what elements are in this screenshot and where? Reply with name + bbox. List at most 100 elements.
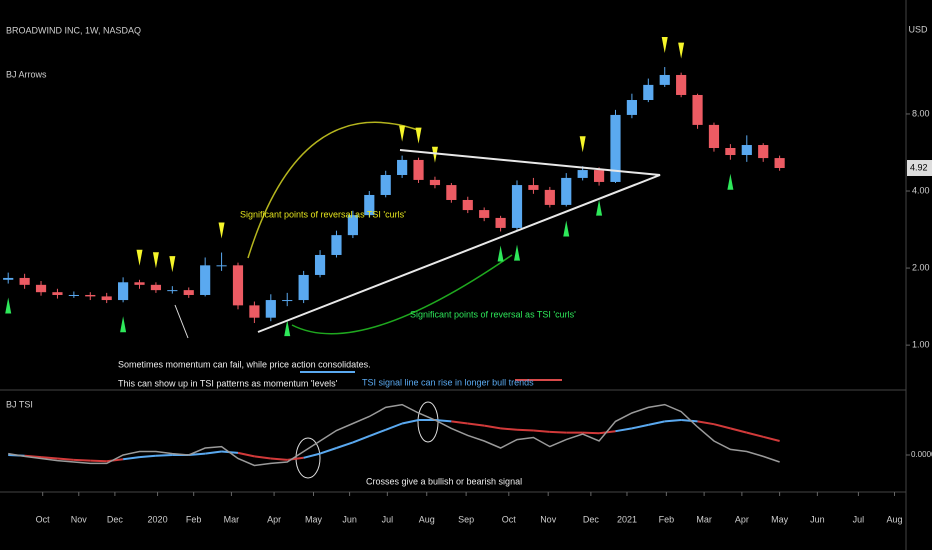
signal-segment	[40, 456, 58, 460]
indicator-name: BJ Arrows	[6, 69, 47, 79]
annotation: This can show up in TSI patterns as mome…	[118, 378, 338, 388]
last-price-label: 4.92	[910, 162, 928, 172]
x-tick-label: 2020	[148, 514, 168, 524]
x-tick-label: Feb	[659, 514, 675, 524]
candle-body	[282, 300, 293, 302]
annotation-curve	[291, 254, 513, 335]
candle-body	[150, 284, 162, 291]
x-tick-label: Jun	[342, 514, 357, 524]
sell-arrow	[661, 37, 668, 54]
annotation: Sometimes momentum can fail, while price…	[118, 359, 371, 369]
sell-arrow	[399, 125, 406, 142]
y-tick-label: 1.00	[912, 340, 930, 350]
candle-body	[544, 189, 555, 205]
signal-segment	[155, 454, 173, 457]
signal-segment	[713, 423, 731, 430]
buy-arrow	[514, 244, 521, 261]
trendline	[257, 149, 661, 333]
signal-segment	[697, 420, 715, 426]
signal-segment	[533, 429, 550, 433]
annotation: TSI signal line can rise in longer bull …	[362, 377, 534, 387]
candle-body	[232, 265, 244, 306]
candle-body	[429, 179, 441, 186]
x-tick-label: Oct	[36, 514, 51, 524]
buy-arrow	[596, 199, 603, 216]
x-tick-label: Dec	[583, 514, 600, 524]
currency: USD	[908, 24, 928, 34]
signal-segment	[254, 455, 271, 460]
candle-body	[495, 217, 506, 228]
candle-body	[708, 124, 720, 148]
annotation: Significant points of reversal as TSI 'c…	[240, 209, 406, 219]
candle-body	[331, 235, 342, 255]
buy-arrow	[497, 245, 504, 262]
signal-segment	[385, 422, 403, 431]
candle-body	[134, 282, 145, 285]
candle-body	[314, 254, 326, 275]
signal-segment	[188, 452, 206, 456]
signal-segment	[401, 419, 419, 425]
x-tick-label: Apr	[267, 514, 281, 524]
tsi-line	[8, 403, 780, 467]
signal-segment	[664, 419, 682, 423]
candle-body	[593, 170, 605, 182]
buy-arrow	[284, 320, 291, 337]
x-tick-label: Jul	[853, 514, 865, 524]
sell-arrow	[136, 249, 143, 266]
candle-body	[479, 210, 490, 218]
candle-body	[3, 277, 14, 280]
candle-body	[741, 145, 752, 156]
x-tick-label: Oct	[502, 514, 517, 524]
signal-segment	[270, 457, 288, 461]
buy-arrow	[5, 297, 12, 314]
y-tick-label: 8.00	[912, 108, 930, 118]
candle-body	[249, 305, 260, 318]
x-tick-label: Mar	[224, 514, 240, 524]
signal-segment	[549, 430, 567, 434]
x-tick-label: Apr	[735, 514, 749, 524]
buy-arrow	[563, 220, 570, 237]
candle-body	[347, 215, 358, 236]
candle-body	[774, 158, 785, 169]
candle-body	[85, 294, 96, 297]
sell-arrow	[579, 136, 586, 153]
signal-segment	[681, 419, 698, 423]
signal-segment	[336, 441, 354, 449]
candle-body	[380, 174, 391, 195]
annotation-pointer	[174, 304, 189, 339]
annotation-curve	[247, 121, 419, 259]
candle-body	[216, 265, 227, 267]
signal-segment	[746, 431, 764, 438]
candle-body	[118, 282, 129, 301]
candle-body	[183, 290, 194, 295]
x-tick-label: May	[305, 514, 323, 524]
candle-body	[167, 290, 178, 292]
signal-segment	[434, 419, 452, 423]
signal-segment	[631, 423, 649, 430]
candle-body	[446, 185, 457, 200]
signal-segment	[139, 454, 157, 459]
signal-segment	[368, 428, 387, 438]
signal-segment	[730, 427, 748, 434]
annotation: Crosses give a bullish or bearish signal	[366, 476, 522, 486]
signal-segment	[237, 451, 255, 458]
buy-arrow	[727, 173, 734, 190]
x-tick-label: Dec	[107, 514, 124, 524]
signal-segment	[90, 459, 107, 463]
candle-body	[68, 294, 79, 296]
signal-segment	[73, 458, 91, 462]
candle-body	[52, 292, 63, 295]
candle-body	[413, 159, 424, 180]
candle-body	[659, 74, 670, 85]
indicator-name: BJ TSI	[6, 399, 33, 409]
signal-segment	[303, 452, 321, 459]
last-price-box	[907, 160, 932, 177]
x-tick-label: Nov	[71, 514, 88, 524]
annotation: Significant points of reversal as TSI 'c…	[410, 309, 576, 319]
signal-segment	[582, 431, 600, 435]
signal-segment	[24, 454, 42, 459]
x-tick-label: Aug	[419, 514, 435, 524]
x-tick-label: Feb	[186, 514, 202, 524]
candle-body	[200, 265, 211, 295]
